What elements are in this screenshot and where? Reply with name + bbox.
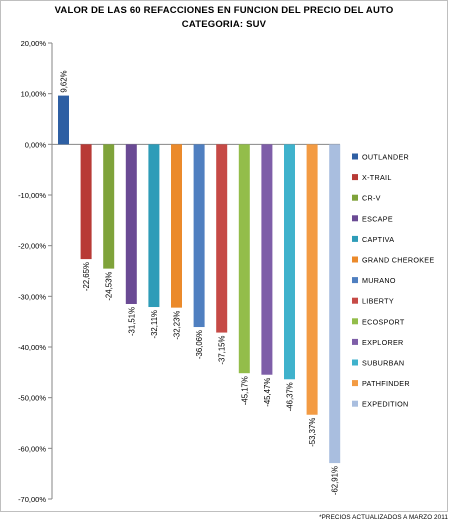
bar-explorer [261,144,273,375]
chart-footnote: *PRECIOS ACTUALIZADOS A MARZO 2011 [319,514,448,521]
legend-swatch [352,318,358,325]
data-label: -32,23% [173,311,182,340]
bar-x-trail [80,144,92,260]
legend-label: SUBURBAN [362,359,404,368]
bar-outlander [58,95,69,145]
legend-swatch [352,235,358,242]
chart-frame [0,0,448,512]
legend-label: ESCAPE [362,214,393,223]
data-label: -53,37% [308,418,317,447]
legend-swatch [352,400,358,407]
y-tick-label: -30,00% [18,292,46,301]
legend-swatch [352,359,358,366]
y-tick-label: -20,00% [18,242,46,251]
y-tick-label: -50,00% [18,394,46,403]
bar-escape [125,144,137,304]
y-tick-label: -60,00% [18,444,46,453]
legend-swatch [352,380,358,387]
y-tick-label: 20,00% [21,39,47,48]
bar-liberty [216,144,228,333]
data-label: -62,91% [331,466,340,495]
legend-swatch [352,338,358,345]
legend-label: CAPTIVA [362,235,394,244]
bar-cr-v [103,144,115,269]
legend-swatch [352,153,358,160]
legend-label: ECOSPORT [362,317,405,326]
bar-murano [193,144,205,328]
legend-swatch [352,256,358,263]
legend-label: OUTLANDER [362,153,409,162]
data-label: -45,17% [240,376,249,405]
bar-suburban [284,144,295,380]
bar-ecosport [238,144,250,374]
chart-title-block: VALOR DE LAS 60 REFACCIONES EN FUNCION D… [0,4,448,32]
legend-swatch [352,174,358,181]
y-tick-label: -10,00% [18,191,46,200]
legend-label: LIBERTY [362,297,394,306]
data-label: -46,37% [286,382,295,411]
bar-expedition [329,144,341,464]
data-label: -22,65% [82,262,91,291]
legend-label: EXPLORER [362,338,404,347]
data-label: -32,11% [150,310,159,339]
y-tick-label: 0,00% [25,140,47,149]
legend-label: CR-V [362,194,381,203]
data-label: -36,06% [195,330,204,359]
chart-title: VALOR DE LAS 60 REFACCIONES EN FUNCION D… [54,5,394,16]
data-label: -31,51% [127,307,136,336]
data-label: -45,47% [263,378,272,407]
legend-swatch [352,194,358,201]
legend-label: GRAND CHEROKEE [362,256,435,265]
bar-grand-cherokee [171,144,182,308]
bar-captiva [148,144,160,308]
data-label: 9,62% [60,70,69,92]
data-label: -24,53% [105,272,114,301]
legend-swatch [352,277,358,284]
y-tick-label: -40,00% [18,343,46,352]
legend-label: X-TRAIL [362,173,392,182]
legend-swatch [352,297,358,304]
legend-label: PATHFINDER [362,379,410,388]
data-label: -37,15% [218,335,227,364]
bar-pathfinder [306,144,318,415]
legend-label: EXPEDITION [362,400,409,409]
chart-subtitle: CATEGORIA: SUV [181,19,267,30]
legend-swatch [352,215,358,222]
bar-chart: 20,00% 10,00% 0,00% -10,00% -20,00% -30,00% -4… [18,39,435,504]
y-tick-label: -70,00% [18,495,46,504]
y-tick-label: 10,00% [21,90,47,99]
legend-label: MURANO [362,276,396,285]
